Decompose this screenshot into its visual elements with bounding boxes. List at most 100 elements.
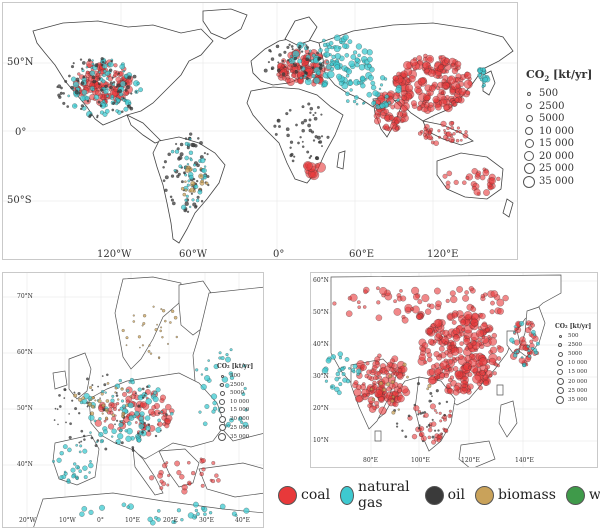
coal-emission-point [485,327,490,333]
oil-emission-point [435,389,439,393]
coal-emission-point [443,134,448,140]
coal-emission-point [483,189,490,196]
coal-emission-point [458,87,467,96]
coal-emission-point [463,79,473,89]
coal-emission-point [157,421,163,427]
coal-emission-point [445,95,450,100]
oil-emission-point [299,136,302,139]
scandinavia-outline [114,276,182,370]
coal-emission-point [450,347,460,356]
gas-emission-point [128,380,132,384]
gas-emission-point [171,520,176,524]
oil-emission-point [100,88,104,92]
coal-emission-point [470,318,479,327]
coal-emission-point [383,108,389,115]
oil-emission-point [104,447,108,451]
gas-emission-point [225,353,229,357]
gas-emission-point [318,48,323,53]
oil-emission-point [60,86,63,90]
oil-emission-point [298,44,302,49]
gas-emission-point [56,457,62,463]
coal-emission-point [490,300,495,306]
oil-swatch [424,485,444,505]
gas-emission-point [193,184,199,189]
gas-emission-point [104,391,107,394]
coal-emission-point [397,388,403,394]
gas-emission-point [482,76,488,83]
gas-emission-point [348,80,354,86]
oil-emission-point [169,195,173,199]
gas-emission-point [128,402,134,409]
oil-emission-point [96,116,99,119]
gas-emission-point [78,450,82,454]
asia-lat-label-10n: 10°N [313,437,329,444]
gas-emission-point [117,433,124,440]
coal-emission-point [413,405,420,412]
coal-emission-point [468,286,474,292]
world-lat-label-50s: 50°S [7,195,32,206]
coal-emission-point [475,329,484,338]
oil-emission-point [196,179,199,183]
asia-lon-label-140e: 140°E [515,457,534,464]
coal-emission-point [115,401,120,406]
world-legend-title: CO2 [kt/yr] [526,68,593,84]
coal-emission-point [416,314,422,320]
fuel-legend-label: coal [301,487,331,503]
oil-emission-point [297,141,300,145]
fuel-legend-waste: waste [565,485,600,505]
coal-emission-point [160,394,166,401]
coal-emission-point [433,319,442,328]
balkans-outline [158,448,200,488]
gas-emission-point [67,94,71,98]
coal-emission-point [448,359,454,365]
oil-emission-point [438,402,441,405]
oil-emission-point [314,156,319,160]
gas-emission-point [187,512,194,519]
coal-emission-point [525,327,532,334]
coal-emission-point [125,399,130,404]
legend-size-row: 25 000 [217,424,249,431]
coal-emission-point [459,319,466,326]
oil-emission-point [92,79,97,84]
coal-emission-point [356,300,361,305]
coal-emission-point [426,328,433,335]
coal-swatch [278,485,297,505]
oil-emission-point [423,411,427,414]
gas-emission-point [174,149,180,154]
gas-emission-point [196,512,200,516]
fuel-type-legend: coal natural gas oil biomass waste [278,478,600,512]
coal-emission-point [109,403,113,407]
biomass-emission-point [152,305,155,308]
oil-emission-point [306,46,310,49]
coal-emission-point [355,384,362,391]
legend-size-row: 10 000 [522,126,574,137]
gas-emission-point [204,367,209,371]
legend-size-circle [523,175,535,188]
new-zealand-outline [502,198,514,218]
gas-emission-point [324,379,328,383]
coal-emission-point [434,368,442,376]
gas-emission-point [85,66,89,69]
oil-emission-point [197,137,200,140]
gas-emission-point [78,469,82,473]
coal-emission-point [396,111,404,118]
coal-emission-point [471,168,478,175]
gas-emission-point [396,98,400,102]
oil-emission-point [289,146,292,149]
coal-emission-point [488,177,496,185]
coal-emission-point [502,294,509,302]
gas-emission-point [240,420,244,424]
gas-emission-point [358,64,366,71]
oil-emission-point [192,202,197,207]
coal-emission-point [134,421,138,424]
oil-emission-point [89,113,93,117]
gas-emission-point [119,63,125,70]
madagascar-outline [336,150,346,170]
coal-emission-point [77,72,81,76]
oil-emission-point [112,101,116,105]
gas-emission-point [90,66,93,69]
gas-emission-point [513,325,517,328]
gas-emission-point [70,467,76,473]
legend-size-value: 2500 [568,342,582,348]
biomass-emission-point [78,397,82,402]
